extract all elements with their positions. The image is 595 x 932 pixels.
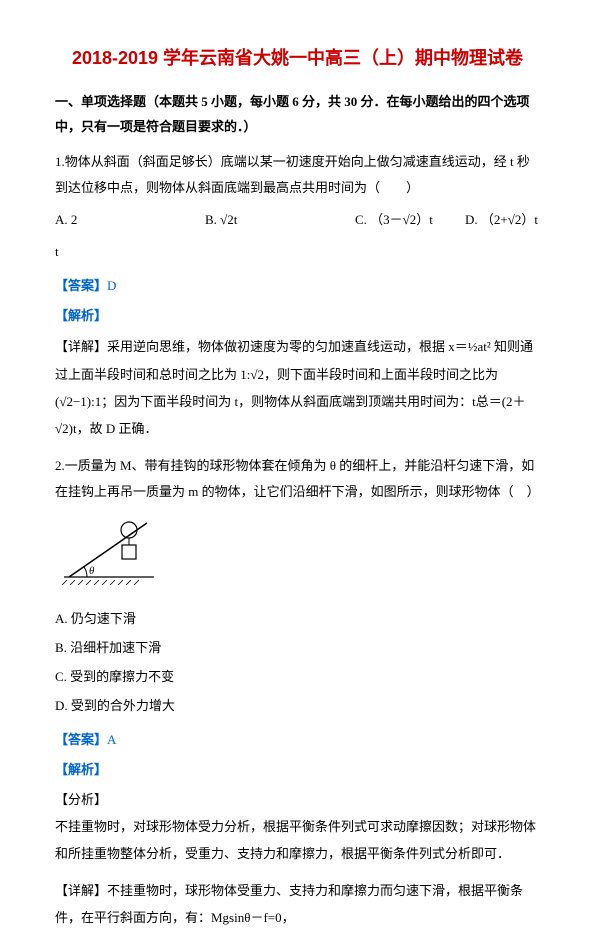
- q2-options: A. 仍匀速下滑 B. 沿细杆加速下滑 C. 受到的摩擦力不变 D. 受到的合外…: [55, 606, 540, 719]
- question-1: 1.物体从斜面（斜面足够长）底端以某一初速度开始向上做匀减速直线运动，经 t 秒…: [55, 149, 540, 442]
- angle-label: θ: [89, 565, 95, 577]
- q2-option-d: D. 受到的合外力增大: [55, 693, 540, 719]
- page-title: 2018-2019 学年云南省大姚一中高三（上）期中物理试卷: [55, 40, 540, 76]
- q2-answer-value: A: [107, 732, 116, 747]
- q1-option-b: B. √2t: [205, 207, 355, 233]
- q2-option-c: C. 受到的摩擦力不变: [55, 664, 540, 690]
- q1-option-d-tail: t: [55, 239, 540, 265]
- q1-text: 1.物体从斜面（斜面足够长）底端以某一初速度开始向上做匀减速直线运动，经 t 秒…: [55, 149, 540, 201]
- section-header: 一、单项选择题（本题共 5 小题，每小题 6 分，共 30 分．在每小题给出的四…: [55, 90, 540, 139]
- q1-options: A. 2 B. √2t C. （3－√2）t D. （2+√2）t: [55, 207, 540, 233]
- q1-analysis-label: 【解析】: [55, 303, 540, 329]
- q2-diagram: θ: [59, 515, 540, 594]
- q1-detail: 【详解】采用逆向思维，物体做初速度为零的匀加速直线运动，根据 x＝½at² 知则…: [55, 333, 540, 442]
- question-2: 2.一质量为 M、带有挂钩的球形物体套在倾角为 θ 的细杆上，并能沿杆匀速下滑，…: [55, 453, 540, 932]
- q2-analysis-intro: 不挂重物时，对球形物体受力分析，根据平衡条件列式可求动摩擦因数；对球形物体和所挂…: [55, 813, 540, 868]
- q1-answer: 【答案】D: [55, 273, 540, 299]
- q1-option-d: D. （2+√2）t: [465, 207, 538, 233]
- q2-answer: 【答案】A: [55, 727, 540, 753]
- q2-answer-label: 【答案】: [55, 732, 107, 747]
- q1-answer-value: D: [107, 278, 116, 293]
- q1-option-c: C. （3－√2）t: [355, 207, 465, 233]
- q2-detail: 【详解】不挂重物时，球形物体受重力、支持力和摩擦力而匀速下滑，根据平衡条件，在平…: [55, 877, 540, 932]
- q1-answer-label: 【答案】: [55, 278, 107, 293]
- q1-option-a: A. 2: [55, 207, 205, 233]
- q2-analysis-label: 【解析】: [55, 757, 540, 783]
- q2-text: 2.一质量为 M、带有挂钩的球形物体套在倾角为 θ 的细杆上，并能沿杆匀速下滑，…: [55, 453, 540, 505]
- q2-option-a: A. 仍匀速下滑: [55, 606, 540, 632]
- q2-sub-label: 【分析】: [55, 787, 540, 813]
- q2-option-b: B. 沿细杆加速下滑: [55, 635, 540, 661]
